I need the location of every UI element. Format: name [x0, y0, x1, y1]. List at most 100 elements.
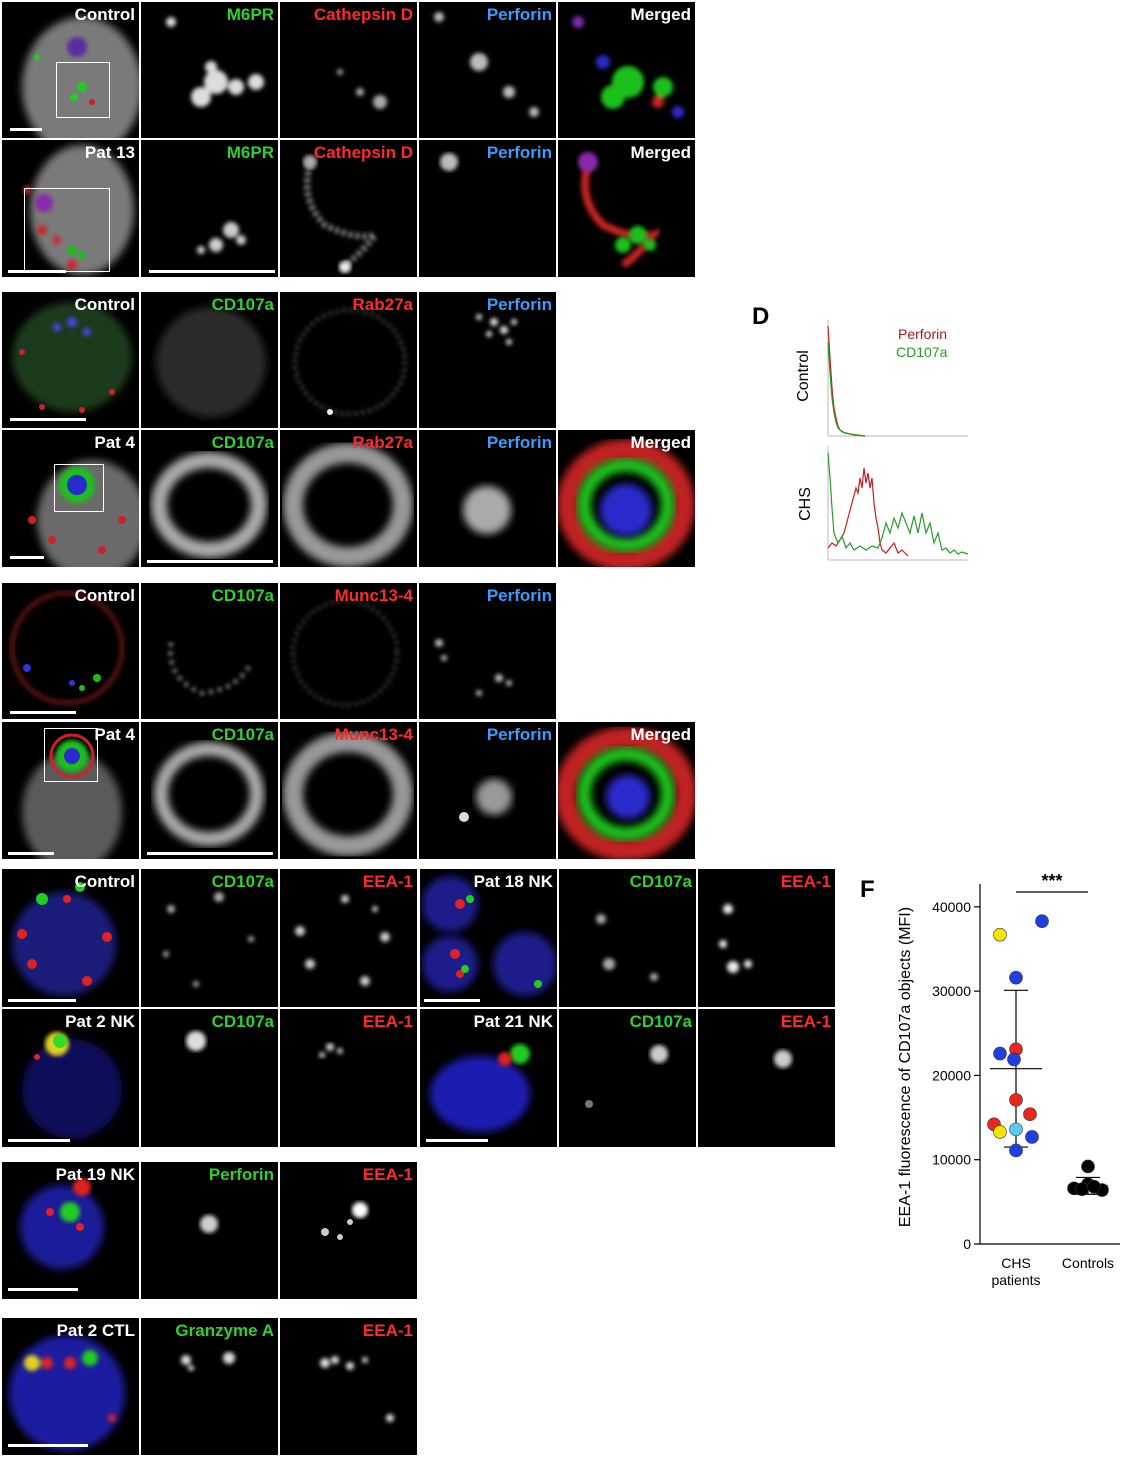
micrograph-e-pat21-cd107a: CD107a [559, 1009, 696, 1147]
data-point [1087, 1179, 1101, 1194]
data-point [1009, 1143, 1023, 1158]
label-channel: Perforin [486, 586, 552, 605]
zoom-box [56, 62, 110, 118]
label-channel: M6PR [226, 143, 274, 162]
micrograph-c-pat4-overview: Pat 4 [2, 722, 139, 859]
label-channel: EEA-1 [780, 1012, 831, 1031]
micrograph-e-pat2-eea1: EEA-1 [280, 1009, 417, 1147]
label-condition: Pat 4 [94, 433, 135, 452]
y-tick-label: 10000 [932, 1152, 971, 1168]
label-channel: CD107a [211, 725, 274, 744]
panel-letter-f: F [860, 876, 875, 903]
micrograph-a-pat13-overview: Pat 13 [2, 140, 139, 277]
data-point [1009, 1093, 1023, 1107]
data-point [1009, 1122, 1023, 1137]
micrograph-c-pat4-merged: Merged [558, 722, 695, 859]
legend-cd107a: CD107a [896, 344, 948, 360]
micrograph-a-control-m6pr: M6PR [141, 2, 278, 138]
panel-letter-d: D [752, 303, 770, 330]
data-point [993, 1046, 1007, 1061]
micrograph-a-pat13-merged: Merged [558, 140, 695, 277]
scale-bar [10, 128, 42, 131]
micrograph-c-control-overview: Control [2, 583, 139, 719]
histogram-plot: Perforin CD107a Control CHS [790, 318, 980, 568]
micrograph-e-pat18-eea1: EEA-1 [698, 869, 835, 1007]
data-point [1023, 1107, 1037, 1121]
micrograph-h-pat2-eea1: EEA-1 [280, 1318, 417, 1455]
scale-bar [149, 270, 275, 273]
data-point [1075, 1182, 1089, 1197]
x-category-label: Controls [1062, 1255, 1114, 1271]
label-channel: Munc13-4 [334, 725, 413, 744]
micrograph-e-pat21-eea1: EEA-1 [698, 1009, 835, 1147]
micrograph-h-pat2-granzyme: Granzyme A [141, 1318, 278, 1455]
y-tick-label: 30000 [932, 983, 971, 999]
micrograph-b-pat4-cd107a: CD107a [141, 430, 278, 567]
label-condition: Control [74, 872, 135, 891]
scale-bar [426, 1139, 488, 1142]
label-channel: EEA-1 [362, 1165, 413, 1184]
label-condition: Pat 18 NK [473, 872, 553, 891]
label-channel: EEA-1 [362, 1321, 413, 1340]
data-point [993, 927, 1007, 942]
y-tick-label: 0 [963, 1236, 971, 1252]
scale-bar [10, 556, 44, 559]
micrograph-b-pat4-overview: Pat 4 [2, 430, 139, 567]
y-axis-label: EEA-1 fluorescence of CD107a objects (MF… [897, 907, 914, 1227]
label-condition: Pat 13 [84, 143, 135, 162]
scale-bar [8, 1139, 70, 1142]
zoom-box [24, 188, 110, 272]
data-point [1007, 1052, 1021, 1067]
x-category-label: CHS [1001, 1255, 1031, 1271]
label-channel: Perforin [486, 143, 552, 162]
micrograph-a-pat13-m6pr: M6PR [141, 140, 278, 277]
label-channel: Perforin [208, 1165, 274, 1184]
micrograph-a-pat13-perforin: Perforin [419, 140, 556, 277]
label-condition: Pat 4 [94, 725, 135, 744]
label-channel: CD107a [629, 1012, 692, 1031]
label-channel: CD107a [629, 872, 692, 891]
micrograph-a-control-cathepsin: Cathepsin D [280, 2, 417, 138]
label-channel: Cathepsin D [313, 5, 413, 24]
label-channel: Munc13-4 [334, 586, 413, 605]
label-condition: Pat 2 CTL [56, 1321, 135, 1340]
micrograph-b-control-cd107a: CD107a [141, 292, 278, 428]
micrograph-b-control-rab27a: Rab27a [280, 292, 417, 428]
scale-bar [10, 418, 86, 421]
micrograph-h-pat2-merged: Pat 2 CTL [2, 1318, 139, 1455]
ylabel-chs: CHS [797, 487, 814, 521]
label-channel: Merged [630, 5, 691, 24]
label-condition: Pat 21 NK [473, 1012, 553, 1031]
label-condition: Pat 2 NK [65, 1012, 135, 1031]
scale-bar [8, 852, 54, 855]
micrograph-e-pat2-merged: Pat 2 NK [2, 1009, 139, 1147]
data-point [993, 1125, 1007, 1139]
ylabel-control: Control [795, 350, 812, 402]
label-channel: Merged [630, 433, 691, 452]
micrograph-a-pat13-cathepsin: Cathepsin D [280, 140, 417, 277]
data-point [1035, 914, 1049, 928]
micrograph-b-pat4-rab27a: Rab27a [280, 430, 417, 567]
zoom-box [54, 464, 104, 512]
data-point [1081, 1159, 1095, 1174]
label-condition: Control [74, 295, 135, 314]
label-channel: Merged [630, 725, 691, 744]
label-channel: M6PR [226, 5, 274, 24]
micrograph-c-pat4-perforin: Perforin [419, 722, 556, 859]
scale-bar [10, 711, 76, 714]
micrograph-a-control-perforin: Perforin [419, 2, 556, 138]
micrograph-e-pat18-cd107a: CD107a [559, 869, 696, 1007]
label-channel: Rab27a [352, 295, 413, 314]
label-channel: Rab27a [352, 433, 413, 452]
micrograph-e-pat18-merged: Pat 18 NK [420, 869, 557, 1007]
label-channel: Perforin [486, 295, 552, 314]
scale-bar [8, 1444, 88, 1447]
label-condition: Pat 19 NK [55, 1165, 135, 1184]
legend-perforin: Perforin [898, 326, 948, 342]
label-channel: CD107a [211, 295, 274, 314]
label-channel: EEA-1 [780, 872, 831, 891]
label-condition: Control [74, 5, 135, 24]
micrograph-g-pat19-perforin: Perforin [141, 1162, 278, 1299]
micrograph-b-pat4-perforin: Perforin [419, 430, 556, 567]
zoom-box [44, 728, 98, 782]
